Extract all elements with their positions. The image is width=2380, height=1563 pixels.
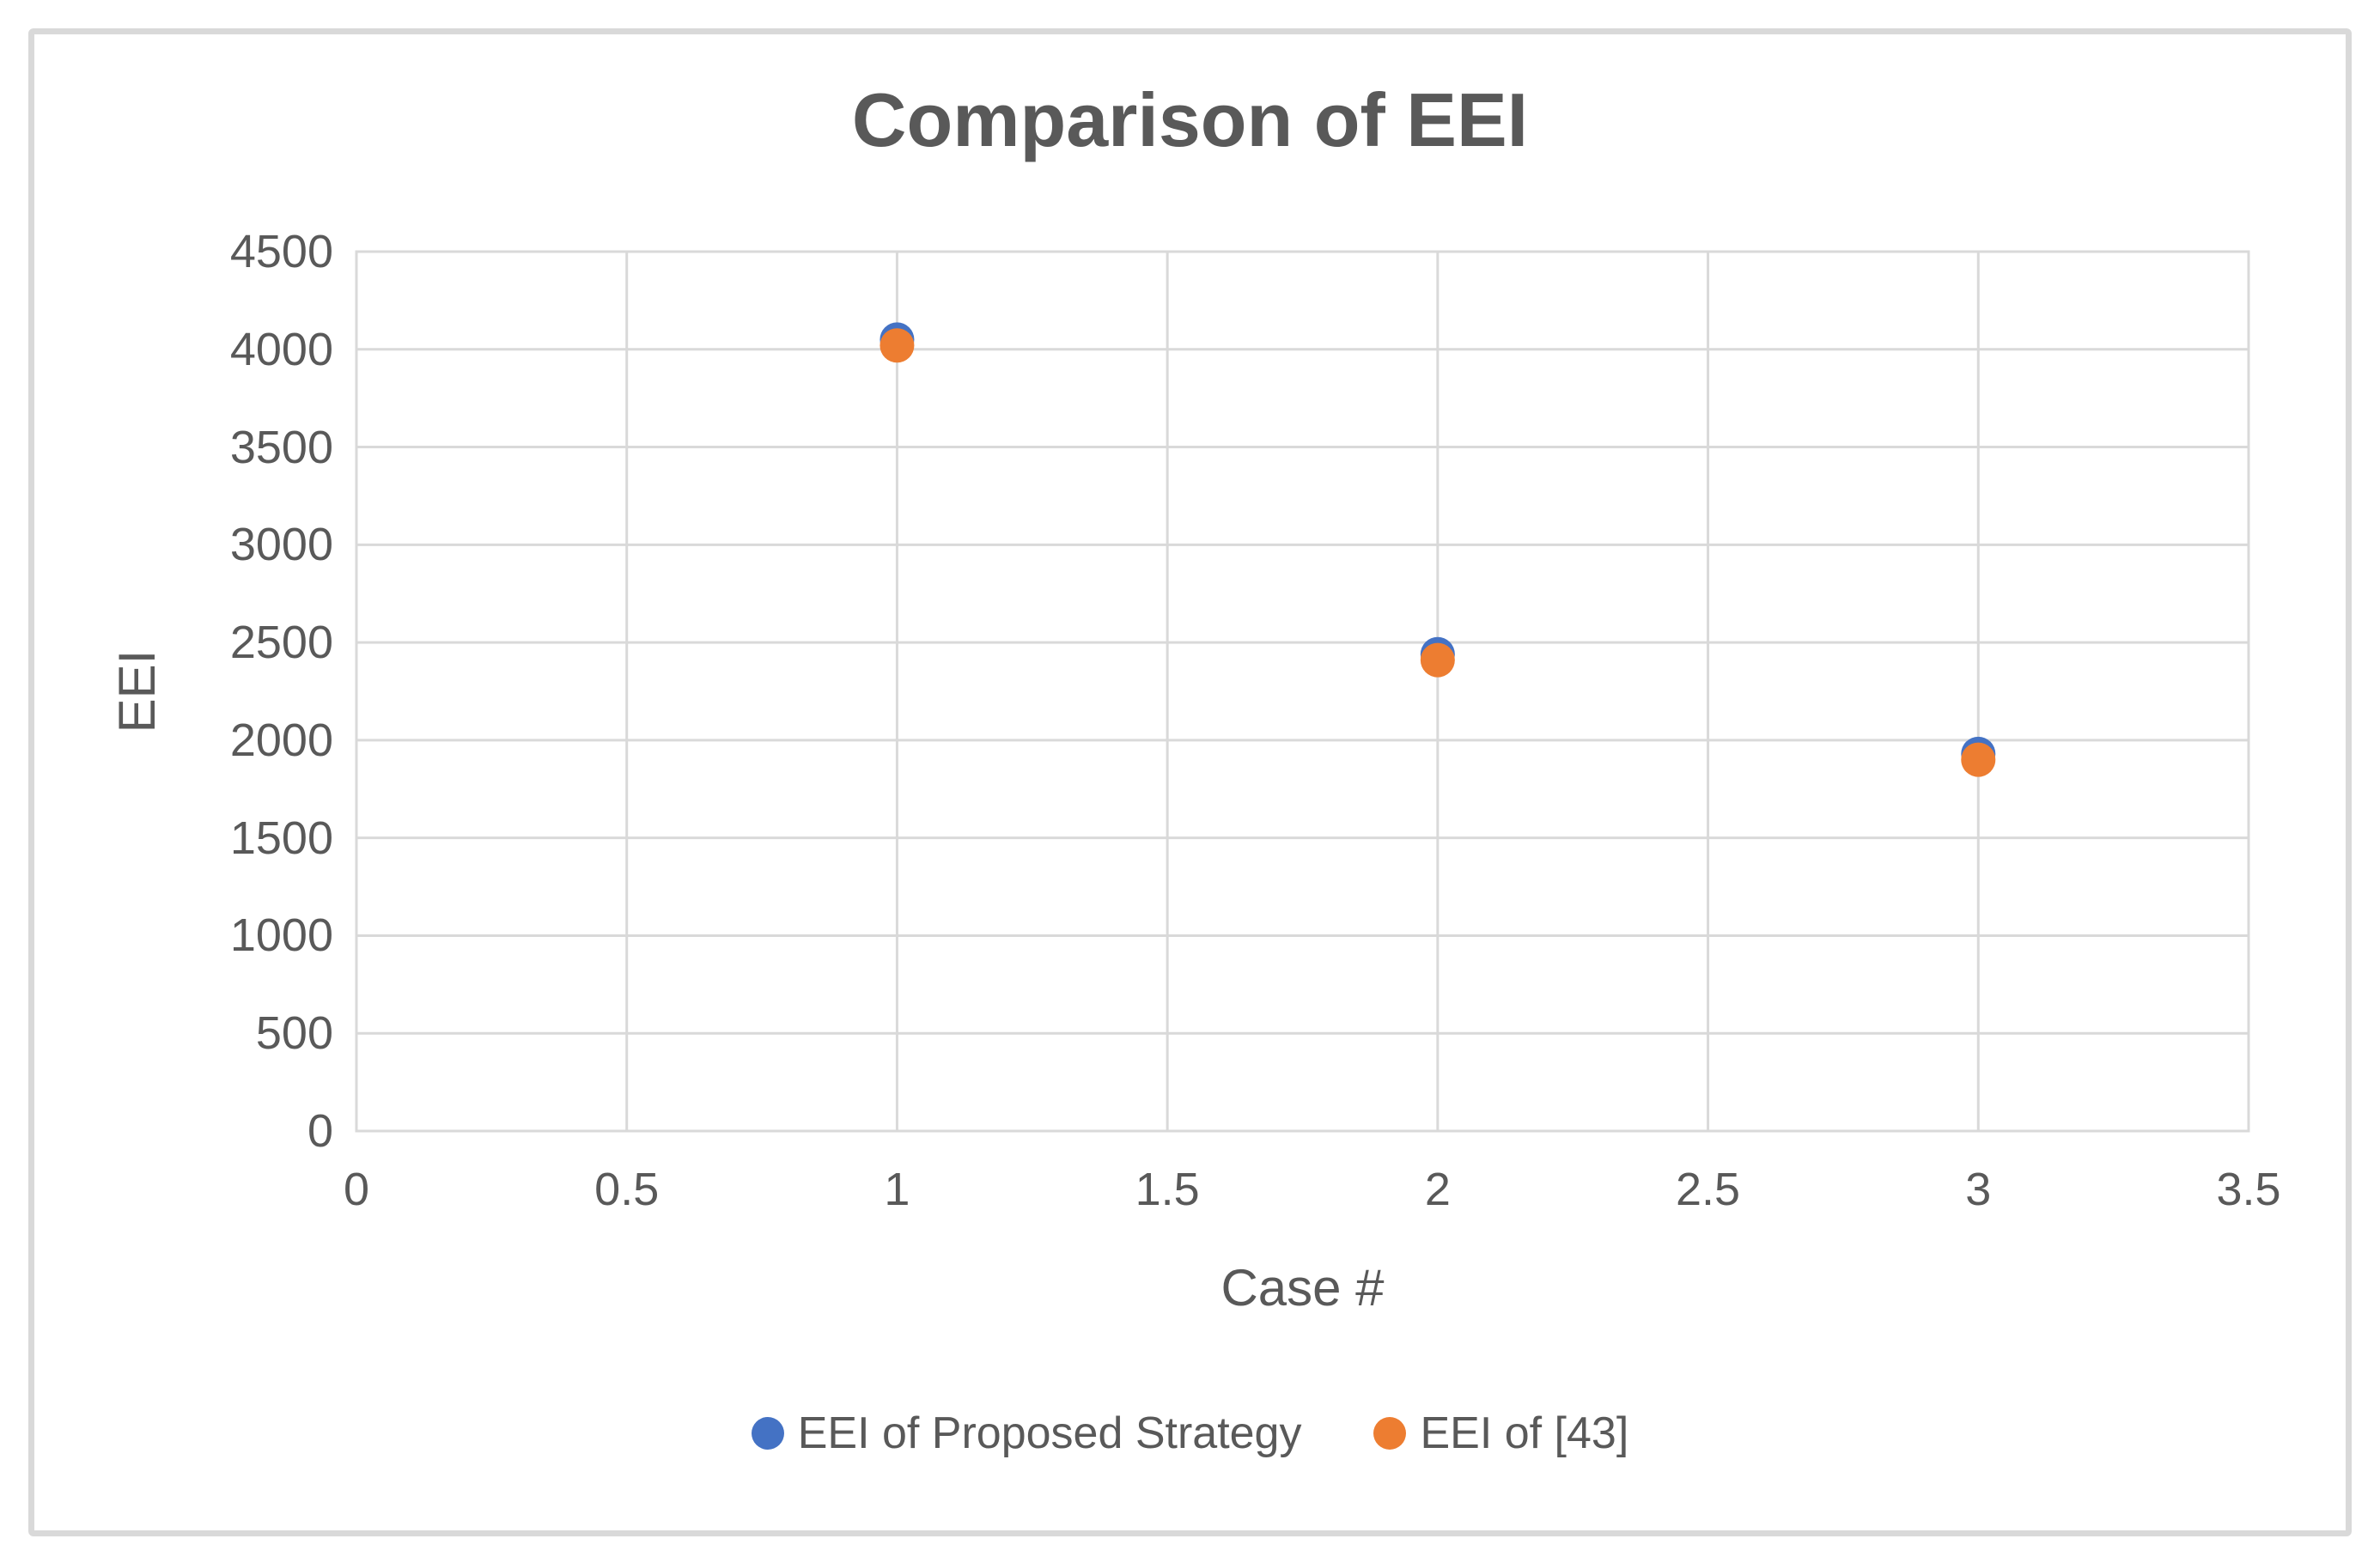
chart-border xyxy=(28,28,2352,1536)
data-point-series-1 xyxy=(1420,642,1455,678)
legend-label-ref43: EEI of [43] xyxy=(1420,1408,1629,1458)
x-tick-label: 1 xyxy=(884,1164,910,1215)
y-tick-label: 0 xyxy=(307,1105,333,1157)
legend: EEI of Proposed Strategy EEI of [43] xyxy=(0,1407,2380,1460)
legend-marker-ref43-icon xyxy=(1373,1417,1407,1450)
x-tick-label: 2.5 xyxy=(1676,1164,1741,1215)
y-tick-label: 2500 xyxy=(229,617,333,669)
y-tick-label: 500 xyxy=(255,1007,333,1060)
x-axis-title: Case # xyxy=(1220,1259,1385,1317)
y-tick-label: 3000 xyxy=(229,519,333,571)
legend-item-proposed-strategy: EEI of Proposed Strategy xyxy=(751,1407,1302,1460)
x-tick-label: 0.5 xyxy=(594,1164,660,1215)
y-tick-label: 4000 xyxy=(229,323,333,375)
data-point-series-1 xyxy=(1961,742,1996,777)
y-tick-label: 2000 xyxy=(229,714,333,766)
x-tick-label: 3.5 xyxy=(2216,1164,2281,1215)
chart-title: Comparison of EEI xyxy=(851,77,1529,162)
plot-border xyxy=(355,250,2250,1133)
legend-marker-proposed-strategy-icon xyxy=(751,1417,784,1450)
x-tick-label: 0 xyxy=(343,1164,370,1215)
data-point-series-1 xyxy=(880,328,915,363)
y-tick-label: 4500 xyxy=(229,226,333,277)
x-tick-label: 1.5 xyxy=(1135,1164,1200,1215)
y-tick-label: 1500 xyxy=(229,812,333,864)
x-tick-label: 2 xyxy=(1424,1164,1451,1215)
y-tick-label: 3500 xyxy=(229,421,333,473)
y-tick-label: 1000 xyxy=(229,909,333,962)
legend-label-proposed-strategy: EEI of Proposed Strategy xyxy=(797,1408,1302,1458)
legend-item-ref43: EEI of [43] xyxy=(1373,1407,1628,1460)
x-tick-label: 3 xyxy=(1965,1164,1992,1215)
y-axis-title: EEI xyxy=(108,649,166,733)
